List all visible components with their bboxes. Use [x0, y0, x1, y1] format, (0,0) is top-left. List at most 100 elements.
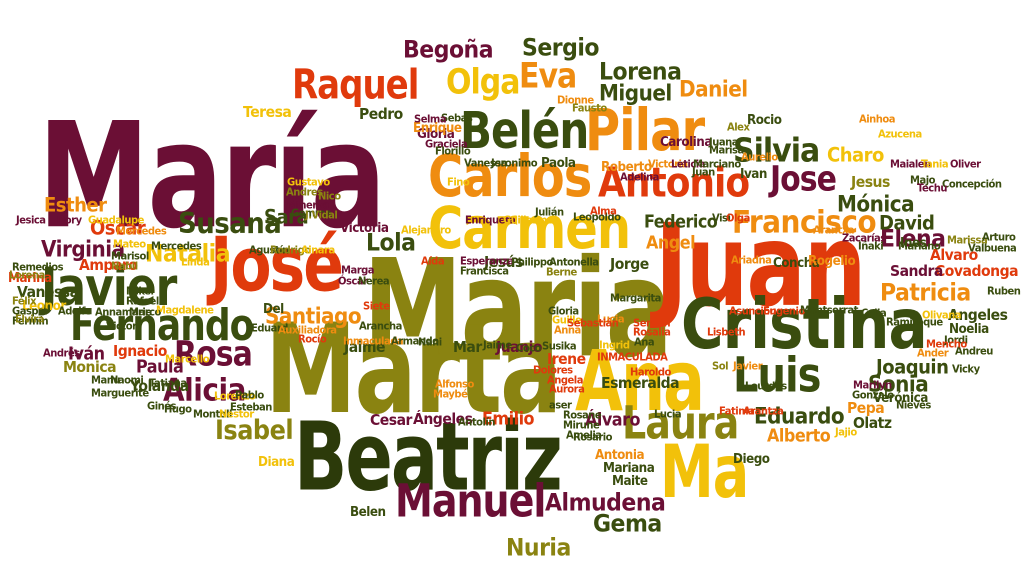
- word-angel: Angel: [646, 231, 696, 253]
- word-veronica: Verónica: [873, 389, 928, 406]
- word-agustin: Agustín: [249, 244, 289, 257]
- word-charo: Charo: [827, 143, 884, 167]
- word-isabel: Isabel: [215, 414, 294, 446]
- word-marta: Marta: [265, 297, 562, 442]
- word-andreu: Andreu: [955, 345, 993, 358]
- word-philippo: Philippo: [511, 256, 553, 269]
- word-marissa: Marissa: [947, 234, 988, 247]
- word-leticia: Leticia: [671, 158, 705, 171]
- word-carmen: Carmen: [428, 195, 631, 263]
- word-nico: Nico: [318, 190, 341, 203]
- word-dionne: Dionne: [557, 94, 594, 107]
- word-olatz: Olatz: [853, 414, 892, 433]
- word-montoll: Montoll: [193, 408, 232, 421]
- word-julian: Julián: [535, 206, 564, 219]
- word-eduardo: Eduardo: [754, 402, 845, 430]
- word-mateo: Mateo: [113, 238, 146, 251]
- word-j-vidal: J.Vidal: [305, 209, 338, 222]
- word-antonio: Antonio: [598, 159, 750, 207]
- word-adolfo: Adolfo: [58, 305, 92, 318]
- word-susika: Susika: [542, 340, 577, 353]
- word-oscar: Oscar: [90, 216, 146, 240]
- word-vanessa: Vanessa: [17, 283, 79, 302]
- word-victor: Victor: [106, 320, 137, 333]
- word-arturo: Arturo: [982, 231, 1016, 244]
- word-juana: Juana: [709, 136, 738, 149]
- word-serafin: Serafín: [633, 317, 671, 330]
- word-laura: Laura: [622, 396, 739, 450]
- word-alma: Alma: [590, 205, 617, 218]
- word-lorenzo: Lorenzo: [214, 390, 256, 403]
- word-virginia: Virginia: [41, 235, 125, 263]
- word-nestor: Nestor: [219, 408, 254, 421]
- word-lucia: Lucia: [597, 313, 625, 326]
- word-raquel: Raquel: [292, 61, 419, 110]
- word-esmeralda: Esmeralda: [601, 374, 680, 393]
- word-jajio: Jajio: [835, 426, 857, 439]
- word-maialen: Maialen: [890, 158, 931, 171]
- word-lorena: Lorena: [9, 269, 45, 282]
- word-fausto: Fausto: [572, 102, 607, 115]
- word-eva: Eva: [519, 56, 577, 97]
- word-marciano: Marciano: [693, 158, 741, 171]
- word-florillo: Florillo: [435, 145, 471, 158]
- word-celia: Celia: [861, 307, 887, 320]
- word-azucena: Azucena: [878, 128, 922, 141]
- word-federico: Federico: [644, 210, 718, 232]
- word-arantxa: Arantxa: [813, 224, 855, 237]
- word-francisca: Francisca: [460, 265, 509, 278]
- word-hugo: Hugo: [164, 403, 192, 416]
- word-nani: Nani: [418, 336, 442, 349]
- word-juan: Juan: [692, 166, 715, 179]
- word-rosario: Rosario: [573, 431, 613, 444]
- word-naomi: Naomi: [110, 374, 144, 387]
- word-begona: Begoña: [403, 36, 494, 65]
- word-ines: Ines: [900, 234, 927, 251]
- word-guadalupe: Guadalupe: [88, 214, 144, 227]
- word-ruben: Ruben: [987, 285, 1021, 298]
- word-noelia: Noelia: [949, 320, 989, 337]
- word-armando: Armando: [391, 335, 439, 348]
- word-yolanda: Yolanda: [130, 377, 189, 396]
- word-lorena: Lorena: [599, 58, 682, 87]
- word-emilio: Emilio: [482, 407, 535, 429]
- word-asuncion: Asunción: [729, 305, 777, 318]
- word-vanessa: Vanessa: [464, 157, 508, 170]
- word-ainara: Ainara: [301, 244, 335, 257]
- word-maria: María: [38, 92, 386, 262]
- word-rocio: Rocío: [298, 333, 327, 346]
- word-antolin: Antolín: [458, 416, 495, 429]
- word-patricia: Patricia: [880, 279, 971, 308]
- word-elvira: Elvira: [15, 313, 44, 326]
- word-juan: Juan: [655, 198, 866, 333]
- word-aser: aser: [549, 399, 572, 412]
- word-rosa: Rosa: [174, 334, 253, 375]
- word-andres: Andres: [286, 186, 323, 199]
- word-mariano: Mariano: [898, 240, 941, 253]
- word-maybe: Maybé: [433, 388, 468, 401]
- word-ingrid: Ingrid: [599, 339, 630, 352]
- word-eduard: Eduard: [251, 322, 288, 335]
- word-mencho: Mencho: [926, 338, 967, 351]
- word-elena: Elena: [880, 225, 946, 254]
- word-lucia: Lucia: [654, 408, 682, 421]
- word-juanjo: Juanjo: [496, 338, 543, 357]
- word-cristina: Cristina: [681, 283, 928, 365]
- word-vicky: Vicky: [952, 363, 980, 376]
- word-marga: Marga: [341, 264, 375, 277]
- word-mercedes: Mercedes: [116, 225, 167, 238]
- word-susana: Susana: [178, 207, 282, 241]
- word-fernando: Fernando: [70, 301, 254, 351]
- word-covadonga: Covadonga: [935, 262, 1019, 281]
- word-marisa: Marisa: [709, 144, 744, 157]
- word-alex: Alex: [727, 121, 750, 134]
- word-marisol: Marisol: [111, 250, 149, 263]
- word-selma: Selma: [414, 113, 447, 126]
- word-gonzalo: Gonzalo: [852, 389, 894, 402]
- word-santiago: Santiago: [265, 302, 362, 330]
- word-lisbeth: Lisbeth: [707, 326, 746, 339]
- word-rafael: Rafael: [126, 295, 159, 308]
- word-techu: Techu: [917, 182, 947, 195]
- word-fatima: Fatima: [719, 405, 755, 418]
